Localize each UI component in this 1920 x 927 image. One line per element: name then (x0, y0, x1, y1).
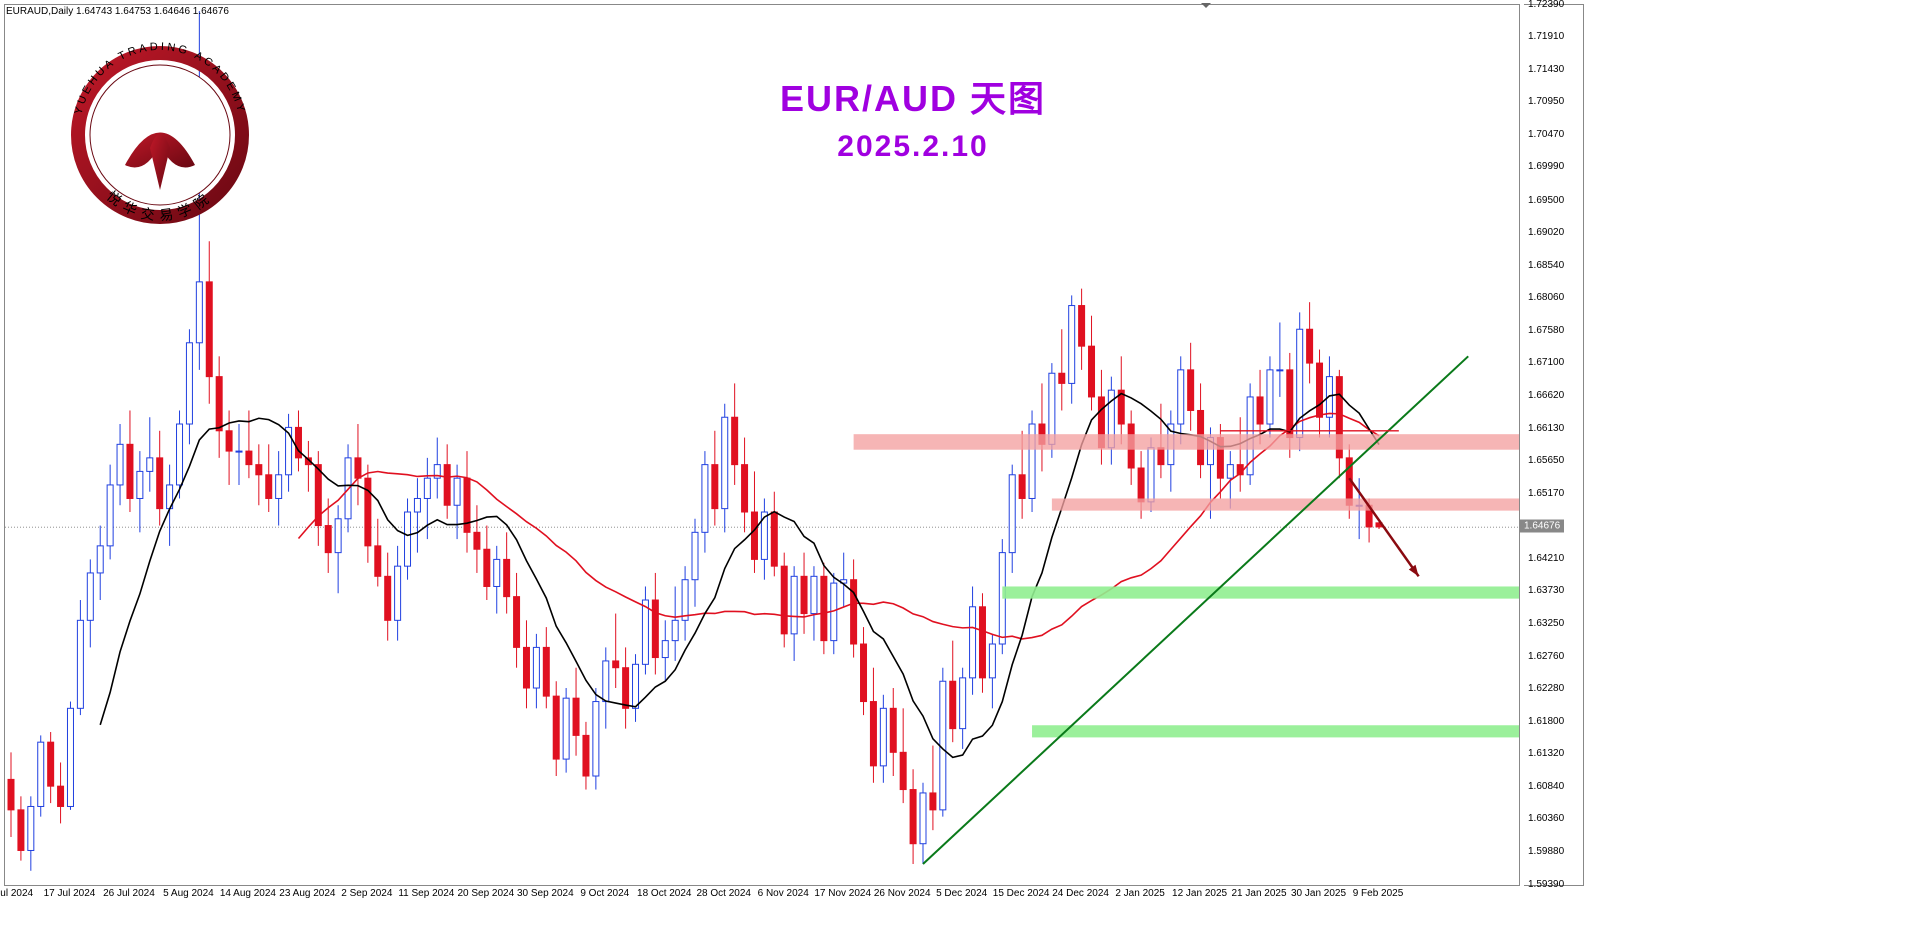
y-tick: 1.65650 (1524, 455, 1588, 466)
chart-frame: EURAUD,Daily 1.64743 1.64753 1.64646 1.6… (0, 0, 1920, 927)
x-tick: 6 Nov 2024 (758, 888, 809, 899)
y-tick: 1.60360 (1524, 813, 1588, 824)
current-price-tag: 1.64676 (1520, 520, 1564, 533)
chart-title: EUR/AUD 天图 2025.2.10 (780, 70, 1046, 164)
y-tick: 1.62280 (1524, 683, 1588, 694)
y-tick: 1.68540 (1524, 260, 1588, 271)
x-tick: 9 Feb 2025 (1353, 888, 1404, 899)
x-tick: 18 Oct 2024 (637, 888, 691, 899)
y-tick: 1.65170 (1524, 488, 1588, 499)
y-tick: 1.63730 (1524, 585, 1588, 596)
y-tick: 1.62760 (1524, 651, 1588, 662)
x-axis: 7 Jul 202417 Jul 202426 Jul 20245 Aug 20… (4, 888, 1520, 908)
y-tick: 1.67100 (1524, 357, 1588, 368)
x-tick: 21 Jan 2025 (1232, 888, 1287, 899)
x-tick: 5 Dec 2024 (936, 888, 987, 899)
title-line-2: 2025.2.10 (780, 130, 1046, 164)
y-tick: 1.59880 (1524, 846, 1588, 857)
x-tick: 2 Sep 2024 (341, 888, 392, 899)
y-tick: 1.63250 (1524, 618, 1588, 629)
y-tick: 1.71430 (1524, 64, 1588, 75)
y-tick: 1.66620 (1524, 390, 1588, 401)
y-tick: 1.61800 (1524, 716, 1588, 727)
y-tick: 1.72390 (1524, 0, 1588, 10)
dropdown-caret-icon[interactable] (1200, 2, 1212, 10)
x-tick: 30 Sep 2024 (517, 888, 574, 899)
y-tick: 1.70470 (1524, 129, 1588, 140)
x-tick: 9 Oct 2024 (580, 888, 629, 899)
x-tick: 17 Jul 2024 (44, 888, 96, 899)
y-tick: 1.70950 (1524, 96, 1588, 107)
x-tick: 12 Jan 2025 (1172, 888, 1227, 899)
y-tick: 1.64210 (1524, 553, 1588, 564)
x-tick: 15 Dec 2024 (993, 888, 1050, 899)
x-tick: 23 Aug 2024 (279, 888, 335, 899)
x-tick: 14 Aug 2024 (220, 888, 276, 899)
x-tick: 20 Sep 2024 (457, 888, 514, 899)
y-tick: 1.69500 (1524, 195, 1588, 206)
x-tick: 26 Nov 2024 (874, 888, 931, 899)
title-line-1: EUR/AUD 天图 (780, 70, 1046, 122)
y-tick: 1.66130 (1524, 423, 1588, 434)
y-tick: 1.71910 (1524, 31, 1588, 42)
y-axis: 1.723901.719101.714301.709501.704701.699… (1524, 4, 1584, 886)
y-tick: 1.60840 (1524, 781, 1588, 792)
y-tick: 1.68060 (1524, 292, 1588, 303)
x-tick: 2 Jan 2025 (1115, 888, 1165, 899)
x-tick: 7 Jul 2024 (0, 888, 33, 899)
x-tick: 30 Jan 2025 (1291, 888, 1346, 899)
ticker-line: EURAUD,Daily 1.64743 1.64753 1.64646 1.6… (6, 6, 229, 17)
y-tick: 1.69990 (1524, 161, 1588, 172)
x-tick: 28 Oct 2024 (696, 888, 750, 899)
x-tick: 26 Jul 2024 (103, 888, 155, 899)
x-tick: 11 Sep 2024 (398, 888, 454, 899)
y-tick: 1.69020 (1524, 227, 1588, 238)
y-tick: 1.67580 (1524, 325, 1588, 336)
x-tick: 24 Dec 2024 (1052, 888, 1109, 899)
x-tick: 17 Nov 2024 (814, 888, 871, 899)
academy-logo: YUEHUA TRADING ACADEMY 悦华交易学院 (55, 20, 265, 255)
y-tick: 1.59390 (1524, 879, 1588, 890)
y-tick: 1.61320 (1524, 748, 1588, 759)
x-tick: 5 Aug 2024 (163, 888, 214, 899)
